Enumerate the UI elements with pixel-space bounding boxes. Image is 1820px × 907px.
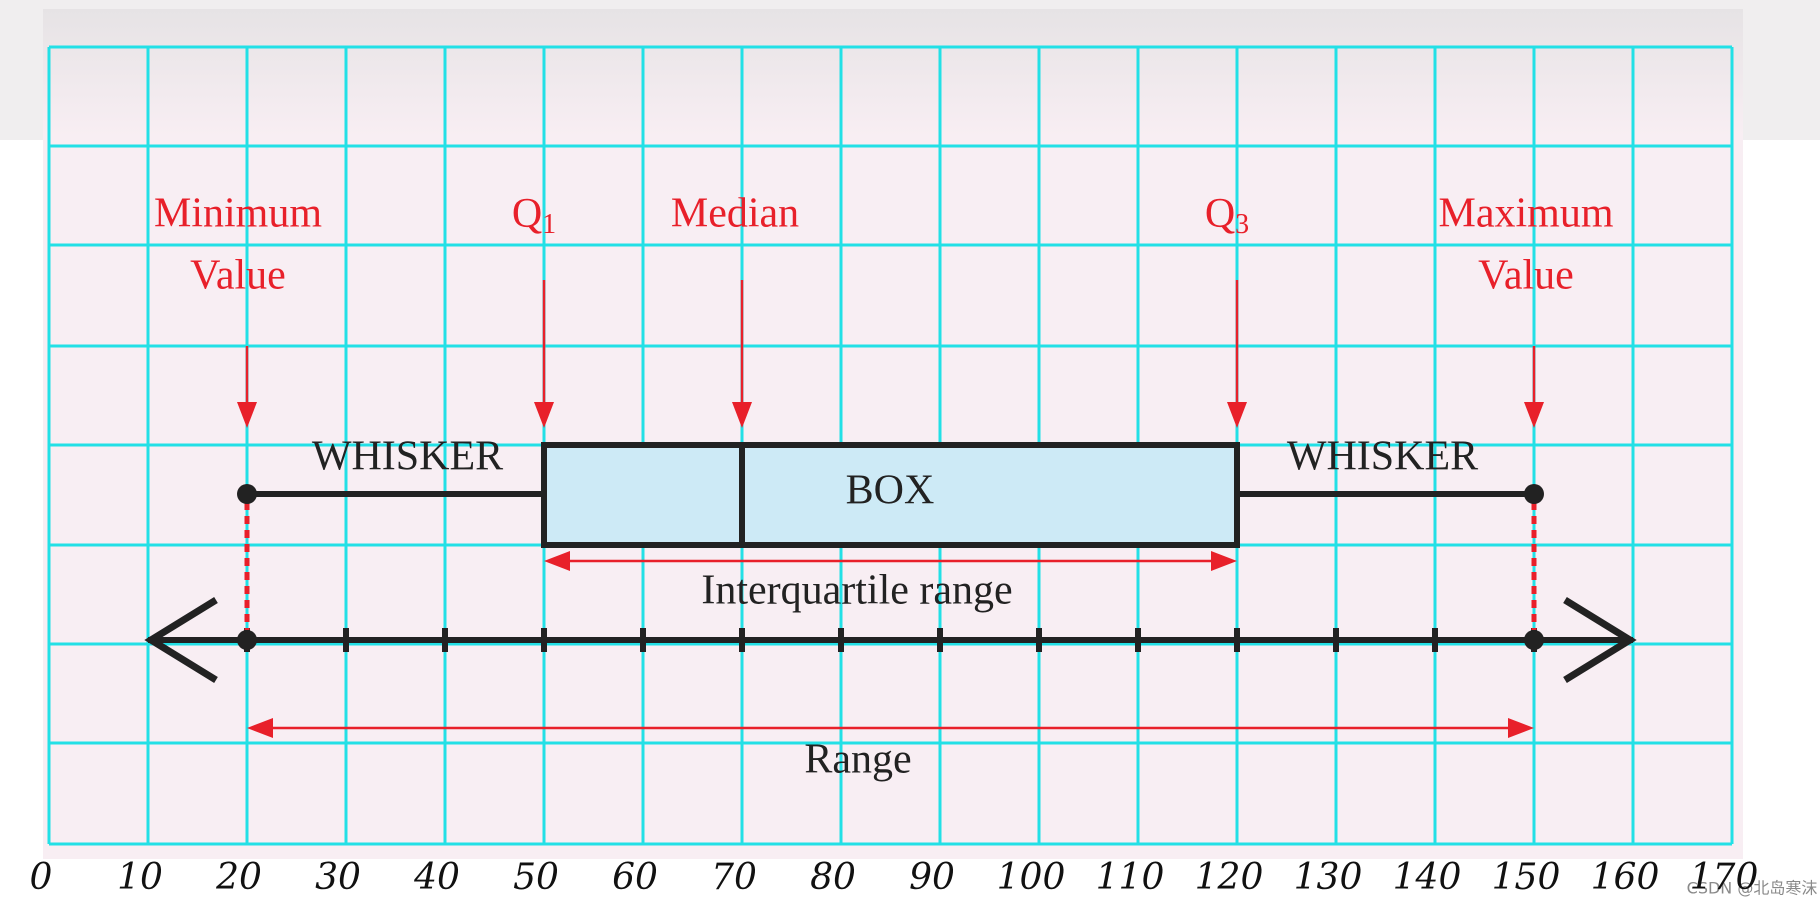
x-tick-label: 70	[711, 857, 757, 898]
q1-pointer-head	[534, 402, 554, 428]
x-tick-label: 150	[1492, 857, 1561, 898]
x-tick-label: 40	[413, 857, 460, 898]
min-pointer-head	[237, 402, 257, 428]
x-tick-label: 20	[215, 857, 262, 898]
min-dot	[237, 484, 257, 504]
range-arrow-head-right	[1508, 718, 1534, 738]
x-tick-label: 0	[30, 857, 53, 898]
iqr-label: Interquartile range	[701, 568, 1012, 614]
min-label: Value	[190, 253, 286, 299]
whisker-label: WHISKER	[312, 434, 503, 480]
x-tick-label: 160	[1591, 857, 1660, 898]
x-tick-label: 120	[1195, 857, 1264, 898]
max-label: Maximum	[1439, 191, 1614, 237]
chart-background	[43, 9, 1743, 859]
x-tick-label: 170	[1690, 857, 1759, 898]
min-axis-dot	[237, 630, 257, 650]
max-dot	[1524, 484, 1544, 504]
max-pointer-head	[1524, 402, 1544, 428]
x-tick-label: 50	[513, 857, 559, 898]
q1-label: Q1	[512, 191, 556, 241]
median-pointer-head	[732, 402, 752, 428]
arrowhead-left	[144, 597, 218, 683]
x-tick-label: 140	[1393, 857, 1462, 898]
whisker-label: WHISKER	[1287, 434, 1478, 480]
q3-pointer-head	[1227, 402, 1247, 428]
watermark: CSDN @北岛寒沫	[1687, 879, 1818, 898]
iqr-arrow-head-right	[1211, 551, 1237, 571]
q3-label-text: Q	[1205, 191, 1235, 237]
x-tick-label: 100	[997, 857, 1066, 898]
min-label: Minimum	[154, 191, 322, 237]
x-tick-label: 130	[1294, 857, 1363, 898]
max-label: Value	[1478, 253, 1574, 299]
box-label: BOX	[846, 468, 935, 514]
x-tick-label: 90	[909, 857, 955, 898]
x-tick-label: 10	[117, 857, 163, 898]
x-tick-label: 60	[612, 857, 658, 898]
box	[541, 442, 1240, 548]
q1-label-sub: 1	[542, 209, 556, 240]
q1-label-text: Q	[512, 191, 542, 237]
arrowhead-right	[1563, 597, 1637, 683]
x-tick-label: 80	[810, 857, 856, 898]
x-tick-label: 110	[1096, 857, 1165, 898]
q3-label: Q3	[1205, 191, 1249, 241]
range-label: Range	[804, 737, 911, 783]
iqr-arrow-head-left	[544, 551, 570, 571]
max-axis-dot	[1524, 630, 1544, 650]
range-arrow-head-left	[247, 718, 273, 738]
median-label: Median	[671, 191, 799, 237]
q3-label-sub: 3	[1235, 209, 1249, 240]
x-tick-label: 30	[315, 857, 361, 898]
